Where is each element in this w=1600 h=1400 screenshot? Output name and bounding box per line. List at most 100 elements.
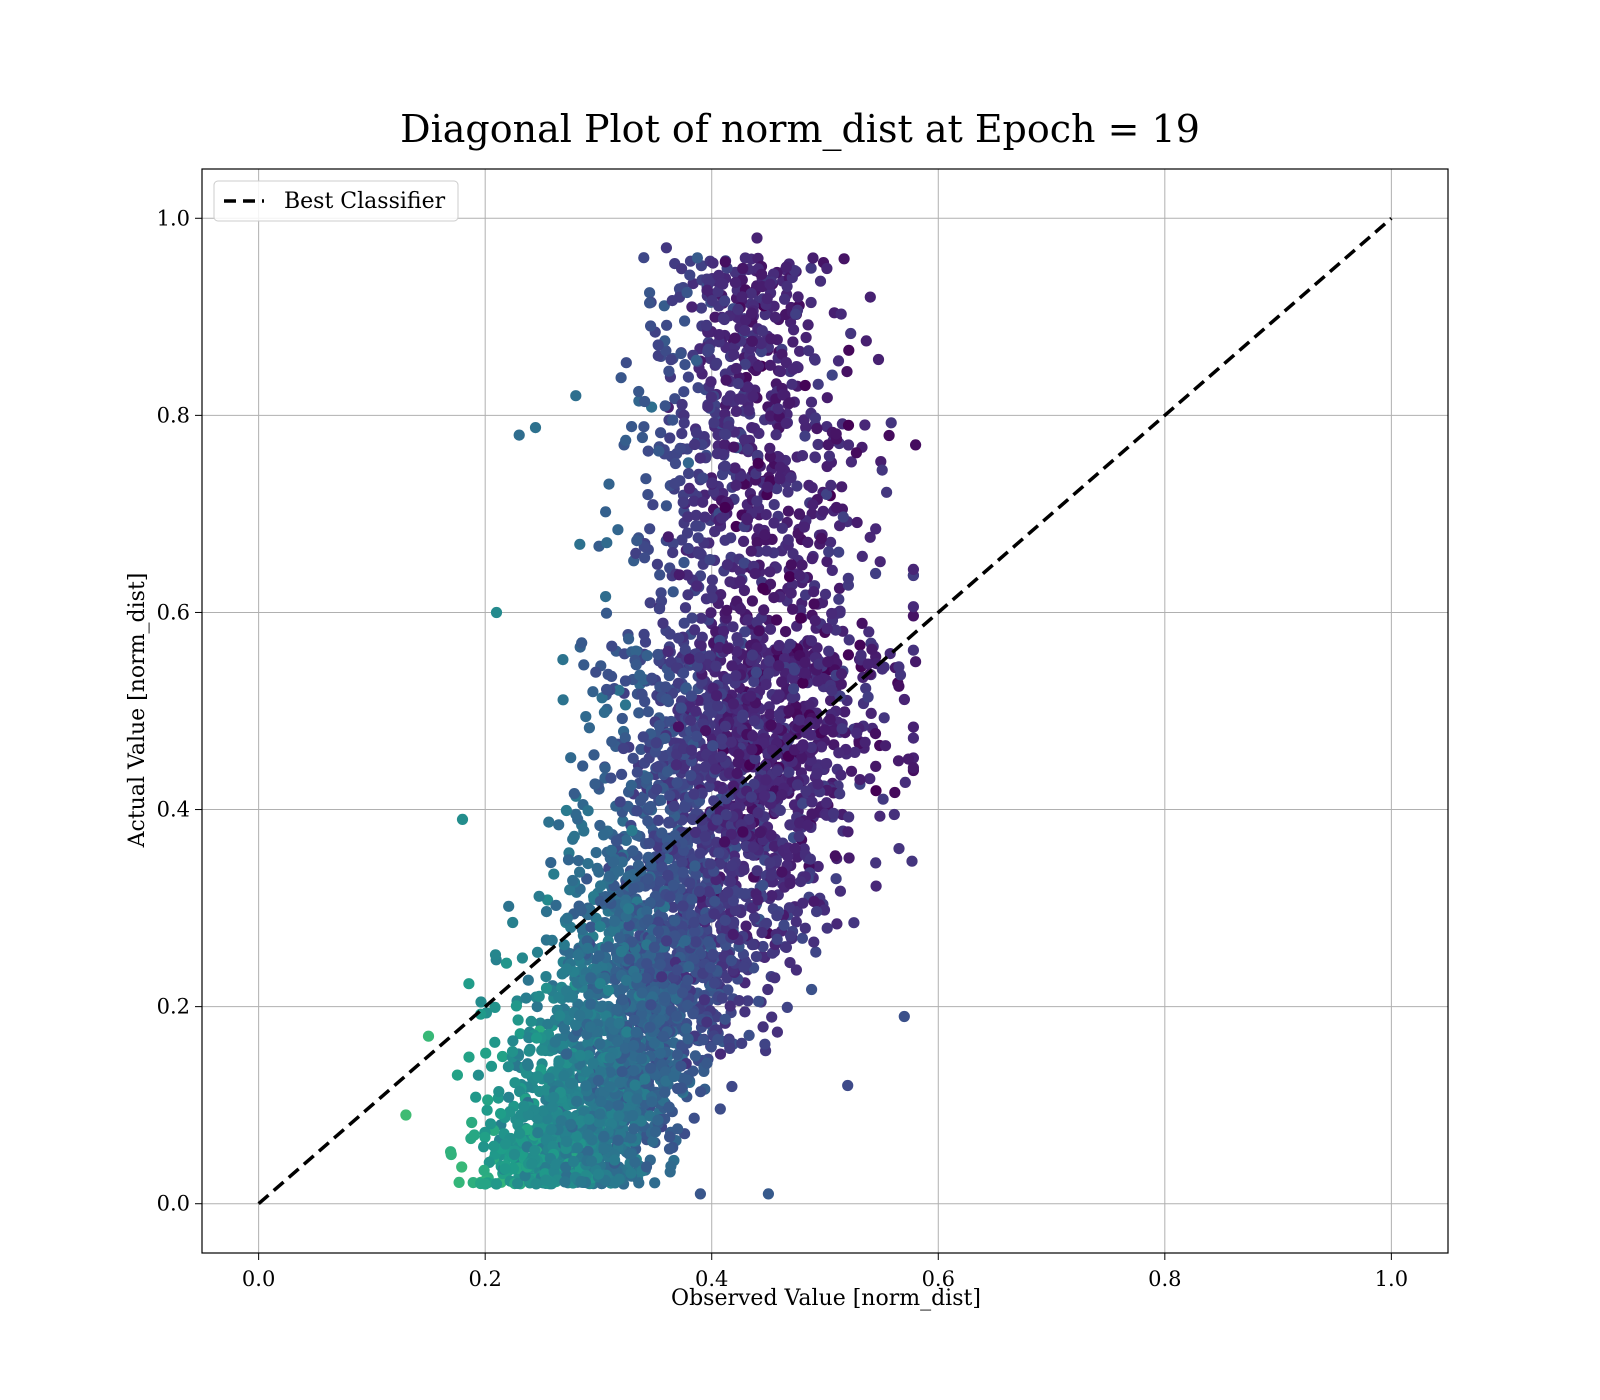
scatter-point (585, 972, 597, 984)
scatter-point (783, 902, 796, 914)
scatter-point (870, 760, 882, 773)
scatter-point (704, 961, 717, 974)
scatter-point (805, 635, 818, 647)
scatter-point (705, 376, 717, 388)
x-tick-label: 0.4 (695, 1267, 728, 1291)
scatter-point (651, 558, 664, 570)
scatter-point (738, 864, 750, 876)
scatter-point (751, 616, 763, 629)
scatter-point (470, 1091, 482, 1103)
scatter-point (482, 1094, 494, 1106)
scatter-point (631, 1093, 643, 1105)
scatter-point (811, 767, 823, 780)
scatter-point (533, 990, 545, 1003)
scatter-point (910, 439, 922, 451)
scatter-point (747, 390, 759, 402)
scatter-point (690, 826, 702, 839)
scatter-point (685, 690, 698, 702)
scatter-point (686, 893, 698, 905)
scatter-point (769, 972, 781, 984)
scatter-point (764, 442, 776, 454)
scatter-point (695, 612, 707, 624)
scatter-point (574, 866, 586, 878)
scatter-point (628, 882, 640, 894)
scatter-point (703, 886, 715, 898)
scatter-point (627, 1110, 639, 1122)
scatter-point (574, 538, 586, 550)
scatter-point (623, 953, 635, 965)
scatter-point (489, 949, 502, 961)
scatter-point (665, 354, 677, 366)
scatter-point (504, 1106, 516, 1118)
scatter-point (571, 1130, 583, 1142)
scatter-point (860, 335, 872, 347)
scatter-point (827, 807, 840, 819)
scatter-point (789, 265, 801, 277)
scatter-point (805, 729, 817, 741)
scatter-point (582, 805, 594, 817)
x-tick-label: 0.2 (468, 1267, 501, 1291)
scatter-point (522, 1109, 534, 1121)
scatter-point (664, 628, 676, 640)
scatter-point (575, 904, 587, 917)
scatter-point (875, 456, 887, 468)
scatter-point (630, 547, 642, 560)
scatter-point (730, 405, 742, 417)
scatter-point (682, 457, 695, 469)
scatter-point (780, 626, 792, 638)
scatter-point (568, 830, 580, 843)
scatter-point (639, 395, 651, 408)
scatter-point (788, 324, 800, 336)
scatter-point (830, 428, 842, 440)
scatter-point (761, 481, 774, 493)
scatter-point (616, 1066, 628, 1078)
scatter-point (660, 693, 673, 705)
scatter-point (660, 500, 673, 512)
scatter-point (715, 277, 727, 289)
scatter-point (720, 809, 732, 821)
scatter-point (641, 905, 653, 918)
scatter-point (856, 617, 868, 630)
scatter-point (752, 457, 764, 469)
scatter-point (581, 873, 593, 885)
scatter-point (711, 690, 723, 702)
scatter-point (748, 778, 760, 790)
scatter-point (583, 988, 595, 1001)
scatter-point (907, 644, 920, 656)
scatter-point (672, 721, 685, 733)
scatter-point (843, 852, 855, 864)
scatter-point (731, 767, 743, 780)
scatter-point (642, 815, 654, 827)
scatter-point (626, 936, 638, 948)
scatter-point (565, 752, 577, 764)
scatter-point (642, 445, 654, 457)
scatter-point (848, 917, 860, 929)
scatter-point (794, 714, 806, 726)
scatter-point (663, 365, 675, 377)
scatter-point (752, 807, 764, 819)
scatter-point (676, 398, 688, 411)
scatter-point (533, 890, 545, 902)
scatter-point (603, 478, 615, 490)
scatter-point (710, 626, 722, 638)
scatter-point (737, 262, 749, 275)
scatter-point (704, 554, 716, 566)
scatter-point (879, 740, 892, 752)
scatter-point (612, 865, 625, 877)
scatter-point (812, 778, 824, 790)
scatter-point (660, 681, 672, 693)
scatter-point (898, 693, 911, 706)
scatter-point (664, 432, 676, 444)
scatter-point (570, 808, 582, 820)
scatter-point (612, 1100, 624, 1112)
scatter-point (641, 650, 653, 662)
scatter-point (609, 915, 621, 927)
scatter-point (718, 625, 730, 637)
scatter-point (774, 461, 787, 473)
scatter-point (762, 1188, 775, 1200)
scatter-point (883, 429, 895, 442)
scatter-point (907, 563, 920, 576)
scatter-point (513, 429, 525, 441)
scatter-point (561, 912, 573, 924)
scatter-point (830, 501, 843, 514)
